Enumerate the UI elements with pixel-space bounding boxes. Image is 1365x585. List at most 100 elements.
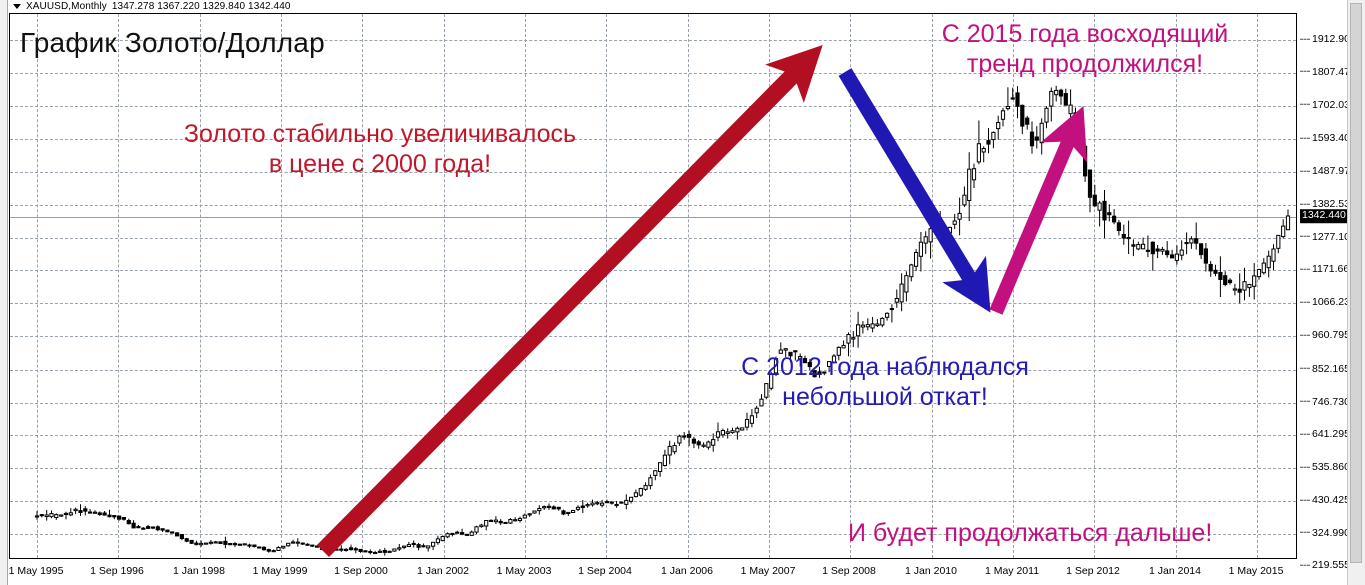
candle-body	[740, 427, 745, 431]
candle-body	[252, 544, 257, 548]
candle-body	[841, 344, 846, 349]
candle-body	[204, 542, 209, 545]
candle-body	[286, 542, 291, 547]
time-axis[interactable]: 1 May 1995 1 Sep 1996 1 Jan 1998 1 May 1999…	[9, 560, 1297, 585]
candle-body	[904, 275, 909, 293]
candle-body	[952, 220, 957, 225]
candle-body	[377, 550, 382, 553]
candle-body	[778, 349, 783, 354]
vertical-scrollbar-thumb[interactable]	[1350, 3, 1362, 563]
candle-body	[1213, 269, 1218, 274]
candle-body	[49, 513, 54, 518]
candle-body	[387, 550, 392, 553]
price-tick-dash	[1300, 433, 1310, 435]
candle-body	[1276, 234, 1281, 249]
price-axis-tick-label: 1702.035	[1300, 99, 1356, 110]
candle-body	[711, 439, 716, 446]
candle-body	[1131, 244, 1136, 247]
candle-body	[160, 528, 165, 531]
candle-body	[1170, 254, 1175, 259]
time-axis-tick-label: 1 Sep 2012	[1066, 565, 1120, 577]
candle-body	[266, 549, 271, 552]
candle-body	[411, 542, 416, 546]
candle-body	[1116, 222, 1122, 232]
candle-body	[426, 545, 431, 549]
candle-body	[1237, 288, 1242, 293]
candle-body	[281, 545, 286, 549]
candle-body	[170, 531, 175, 534]
candle-body	[397, 547, 402, 550]
candle-body	[880, 317, 885, 326]
candle-body	[860, 324, 865, 328]
candle-body	[440, 536, 445, 542]
candle-body	[435, 538, 440, 544]
candle-body	[141, 527, 146, 530]
candle-body	[658, 462, 663, 473]
candle-body	[604, 501, 610, 504]
candle-body	[257, 546, 262, 549]
candle-body	[1266, 255, 1271, 269]
candle-body	[783, 348, 788, 351]
candle-body	[329, 549, 334, 552]
candle-body	[44, 514, 49, 517]
candle-body	[1252, 275, 1257, 287]
candle-body	[1141, 243, 1146, 250]
window-left-rail	[0, 0, 8, 585]
candle-body	[1242, 281, 1247, 291]
candle-body	[97, 512, 102, 515]
candle-body	[667, 445, 672, 456]
candle-body	[696, 441, 701, 446]
candle-body	[759, 398, 764, 407]
candle-body	[445, 533, 450, 538]
candle-body	[1102, 200, 1107, 221]
candle-body	[295, 541, 300, 544]
candle-body	[633, 492, 638, 498]
candle-body	[1010, 97, 1015, 100]
price-tick-dash	[1300, 400, 1310, 402]
candle-body	[571, 510, 576, 513]
candle-body	[1039, 122, 1044, 144]
chevron-down-icon[interactable]	[13, 4, 21, 9]
chart-plot-area[interactable]	[9, 13, 1297, 559]
candle-body	[1208, 264, 1213, 272]
candle-body	[706, 441, 711, 448]
candle-body	[648, 477, 653, 487]
candle-body	[63, 512, 69, 515]
time-axis-tick-label: 1 May 2011	[984, 565, 1040, 577]
candle-body	[78, 510, 83, 514]
candle-body	[1049, 90, 1054, 107]
candle-body	[213, 541, 218, 544]
candle-body	[179, 534, 185, 539]
candle-body	[701, 444, 706, 447]
candle-body	[1015, 92, 1020, 107]
candle-body	[353, 548, 358, 551]
candle-body	[971, 168, 977, 181]
price-axis-tick-label: 852.165	[1300, 363, 1350, 374]
candle-body	[1271, 248, 1276, 262]
candle-body	[962, 194, 967, 206]
candle-body	[184, 538, 189, 542]
candle-body	[1247, 284, 1252, 289]
candle-body	[802, 358, 808, 364]
candle-body	[1281, 225, 1286, 238]
price-axis[interactable]: 1912.905 1807.470 1702.035 1593.405 1487.970…	[1298, 13, 1356, 570]
time-axis-tick-label: 1 Jan 2006	[661, 565, 713, 577]
candle-body	[551, 506, 556, 510]
candle-body	[488, 519, 494, 522]
candle-body	[561, 510, 566, 515]
price-tick-dash	[1300, 499, 1310, 501]
candle-body	[976, 143, 981, 163]
candle-body	[899, 283, 904, 303]
candle-body	[1029, 131, 1035, 147]
candle-body	[474, 526, 479, 533]
candle-body	[967, 168, 972, 201]
current-price-label: 1342.440	[1300, 209, 1348, 224]
candle-body	[1073, 112, 1078, 134]
price-tick-dash	[1300, 532, 1310, 534]
candle-body	[527, 513, 532, 516]
candle-body	[817, 371, 822, 375]
candle-body	[1107, 212, 1112, 216]
candle-body	[885, 312, 890, 318]
candle-body	[305, 543, 310, 546]
candle-body	[1000, 110, 1006, 120]
